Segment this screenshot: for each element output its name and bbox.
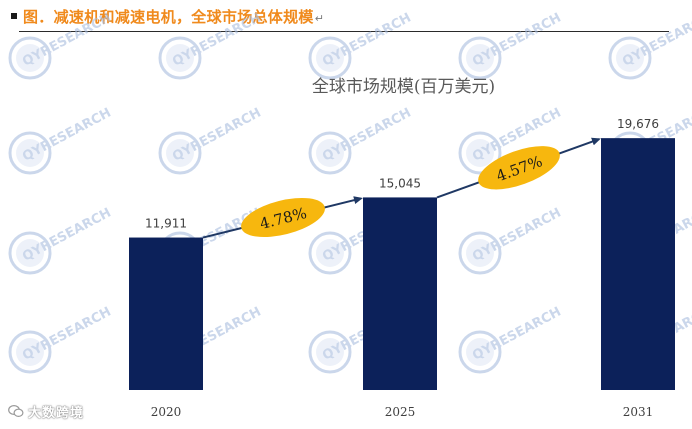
watermark-text: QYRESEARCH bbox=[320, 105, 414, 164]
watermark-tile: QYRESEARCH bbox=[158, 10, 264, 80]
chart-title: 全球市场规模(百万美元) bbox=[311, 77, 496, 97]
x-tick-label-2020: 2020 bbox=[151, 405, 182, 419]
watermark-tile: QYRESEARCH bbox=[8, 205, 114, 275]
watermark-tile: QYRESEARCH bbox=[8, 304, 114, 374]
watermark-tile: QYRESEARCH bbox=[458, 205, 564, 275]
watermark-text: QYRESEARCH bbox=[20, 10, 114, 69]
watermark-tile: QYRESEARCH bbox=[458, 10, 564, 80]
data-label-2020: 11,911 bbox=[145, 217, 187, 231]
growth-badge: 4.78% bbox=[241, 197, 325, 238]
watermark-text: QYRESEARCH bbox=[20, 105, 114, 164]
watermark-text: QYRESEARCH bbox=[320, 10, 414, 69]
wechat-logo-icon bbox=[8, 404, 24, 418]
growth-badge: 4.57% bbox=[478, 146, 560, 190]
watermark-text: QYRESEARCH bbox=[20, 205, 114, 264]
watermark-text: QYRESEARCH bbox=[470, 304, 564, 363]
data-label-2031: 19,676 bbox=[617, 117, 659, 131]
plot-layer: 11,911 2020 15,045 2025 19,676 2031 4.78% 4.57% bbox=[129, 117, 675, 419]
bar-2025 bbox=[363, 197, 437, 390]
data-label-2025: 15,045 bbox=[379, 176, 421, 190]
watermark-text: QYRESEARCH bbox=[170, 105, 264, 164]
corner-watermark-text: 大数跨境 bbox=[28, 406, 85, 421]
watermark-text: QYRESEARCH bbox=[470, 10, 564, 69]
watermark-tile: QYRESEARCH bbox=[308, 10, 414, 80]
watermark-tile: QYRESEARCH bbox=[458, 304, 564, 374]
watermark-tile: QYRESEARCH bbox=[8, 10, 114, 80]
figure-caption: 图．减速机和减速电机，全球市场总体规模↵ bbox=[23, 8, 325, 26]
bar-2020 bbox=[129, 237, 203, 390]
report-header: 图．减速机和减速电机，全球市场总体规模↵ bbox=[0, 0, 692, 34]
watermark-tile: QYRESEARCH bbox=[308, 105, 414, 175]
watermark-text: QYRESEARCH bbox=[470, 205, 564, 264]
x-tick-label-2025: 2025 bbox=[385, 405, 416, 419]
bar-2031 bbox=[601, 138, 675, 390]
watermark-text: QYRESEARCH bbox=[620, 10, 692, 69]
return-mark-icon: ↵ bbox=[314, 12, 325, 25]
bullet-square-icon bbox=[11, 13, 17, 19]
watermark-tile: QYRESEARCH bbox=[158, 105, 264, 175]
watermark-text: QYRESEARCH bbox=[20, 304, 114, 363]
watermark-layer: QYRESEARCH QYRESEARCH QYRESEARCH QYRESEARCH… bbox=[8, 10, 692, 374]
watermark-tile: QYRESEARCH bbox=[608, 10, 692, 80]
watermark-tile: QYRESEARCH bbox=[8, 105, 114, 175]
header-divider bbox=[19, 31, 669, 32]
x-tick-label-2031: 2031 bbox=[623, 405, 654, 419]
watermark-text: QYRESEARCH bbox=[170, 10, 264, 69]
